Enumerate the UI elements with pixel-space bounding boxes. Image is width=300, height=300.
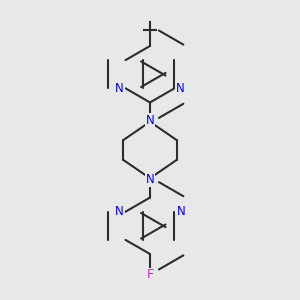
Text: N: N — [115, 82, 124, 95]
Text: N: N — [146, 114, 154, 127]
Text: N: N — [177, 205, 185, 218]
Text: N: N — [146, 173, 154, 186]
Text: N: N — [115, 205, 123, 218]
Text: F: F — [146, 268, 154, 281]
Text: N: N — [176, 82, 185, 95]
